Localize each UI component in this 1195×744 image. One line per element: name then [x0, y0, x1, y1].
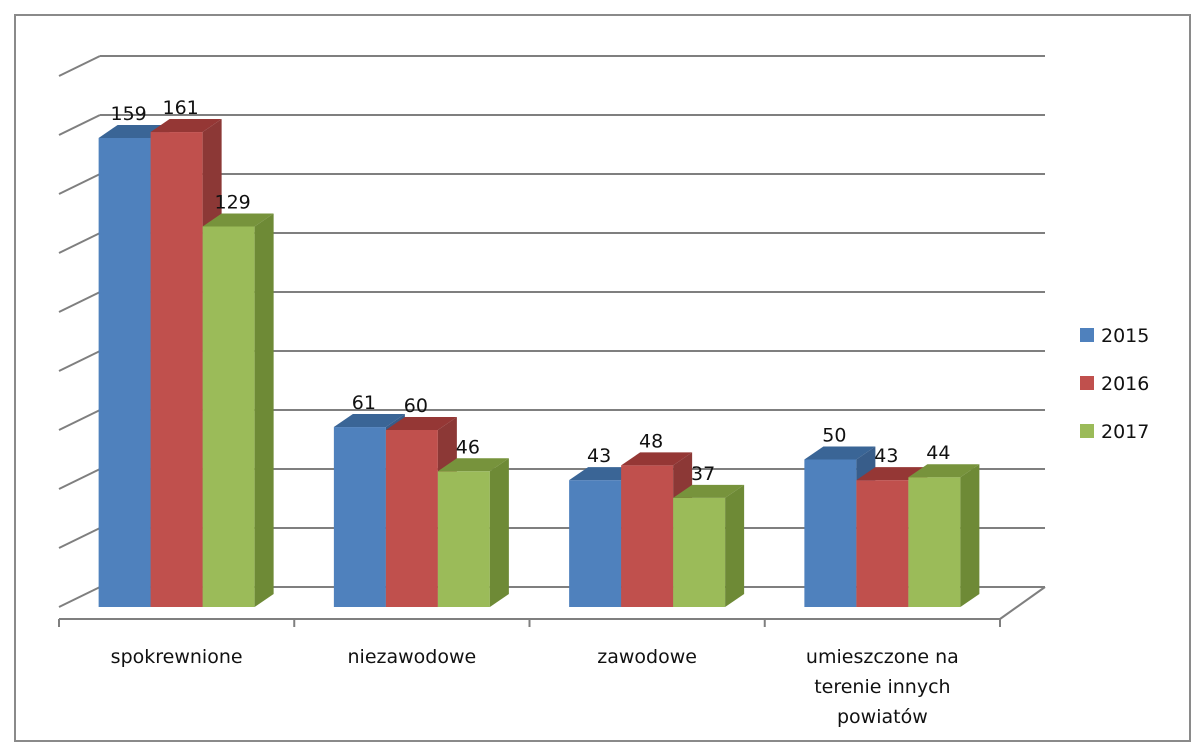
legend-swatch-2017	[1080, 424, 1094, 438]
bar-2016	[856, 480, 909, 607]
gridline-side	[58, 232, 101, 254]
data-label: 44	[926, 442, 950, 464]
bar-2016	[621, 465, 674, 607]
category-label: terenie innych	[814, 676, 950, 698]
data-label: 60	[404, 395, 428, 417]
bar-side-2017	[960, 464, 980, 607]
bar-side-2017	[725, 484, 745, 607]
bar-top-2016	[385, 417, 457, 430]
category-label: niezawodowe	[348, 646, 477, 668]
bar-top-2017	[202, 213, 274, 227]
gridline-side	[58, 350, 101, 372]
bar-top-2017	[673, 484, 745, 498]
bar-top-2016	[621, 452, 693, 466]
bar-2017	[908, 477, 961, 607]
bar-top-2015	[333, 414, 405, 428]
gridline-side	[58, 468, 101, 490]
bar-top-2017	[437, 458, 509, 472]
bar-side-2017	[254, 213, 274, 607]
gridline-side	[58, 527, 101, 549]
data-label: 129	[214, 191, 250, 213]
data-label: 37	[691, 463, 715, 485]
bar-top-2017	[908, 464, 980, 478]
data-label: 159	[110, 103, 146, 125]
gridline-side	[58, 173, 101, 195]
legend-swatch-2015	[1080, 328, 1094, 342]
legend-label: 2015	[1101, 325, 1149, 347]
category-label: umieszczone na	[806, 646, 959, 668]
category-label: zawodowe	[597, 646, 697, 668]
legend-swatch-2016	[1080, 376, 1094, 390]
bar-top-2015	[804, 446, 876, 460]
data-label: 50	[822, 425, 846, 447]
data-label: 48	[639, 430, 663, 452]
bar-2016	[150, 132, 203, 608]
data-label: 46	[456, 436, 480, 458]
bar-2015	[804, 459, 857, 607]
legend-label: 2017	[1101, 421, 1149, 443]
floor-edge	[999, 586, 1046, 620]
data-label: 161	[162, 97, 198, 119]
gridline-side	[58, 55, 101, 77]
bar-2017	[202, 226, 255, 607]
data-label: 43	[587, 445, 611, 467]
data-label: 61	[352, 392, 376, 414]
bar-2017	[437, 471, 490, 607]
category-label: spokrewnione	[111, 646, 243, 668]
bar-top-2016	[150, 119, 222, 133]
bar-2015	[333, 427, 386, 607]
bar-2015	[98, 137, 151, 607]
bar-2016	[385, 430, 438, 607]
gridline-side	[58, 409, 101, 431]
bar-2015	[569, 480, 622, 607]
gridline-side	[58, 114, 101, 136]
data-label: 43	[874, 445, 898, 467]
legend-label: 2016	[1101, 373, 1149, 395]
category-label: powiatów	[837, 706, 928, 728]
gridline-side	[58, 586, 101, 608]
bar-2017	[673, 497, 726, 607]
gridline-side	[58, 291, 101, 313]
bar-side-2017	[489, 458, 509, 607]
